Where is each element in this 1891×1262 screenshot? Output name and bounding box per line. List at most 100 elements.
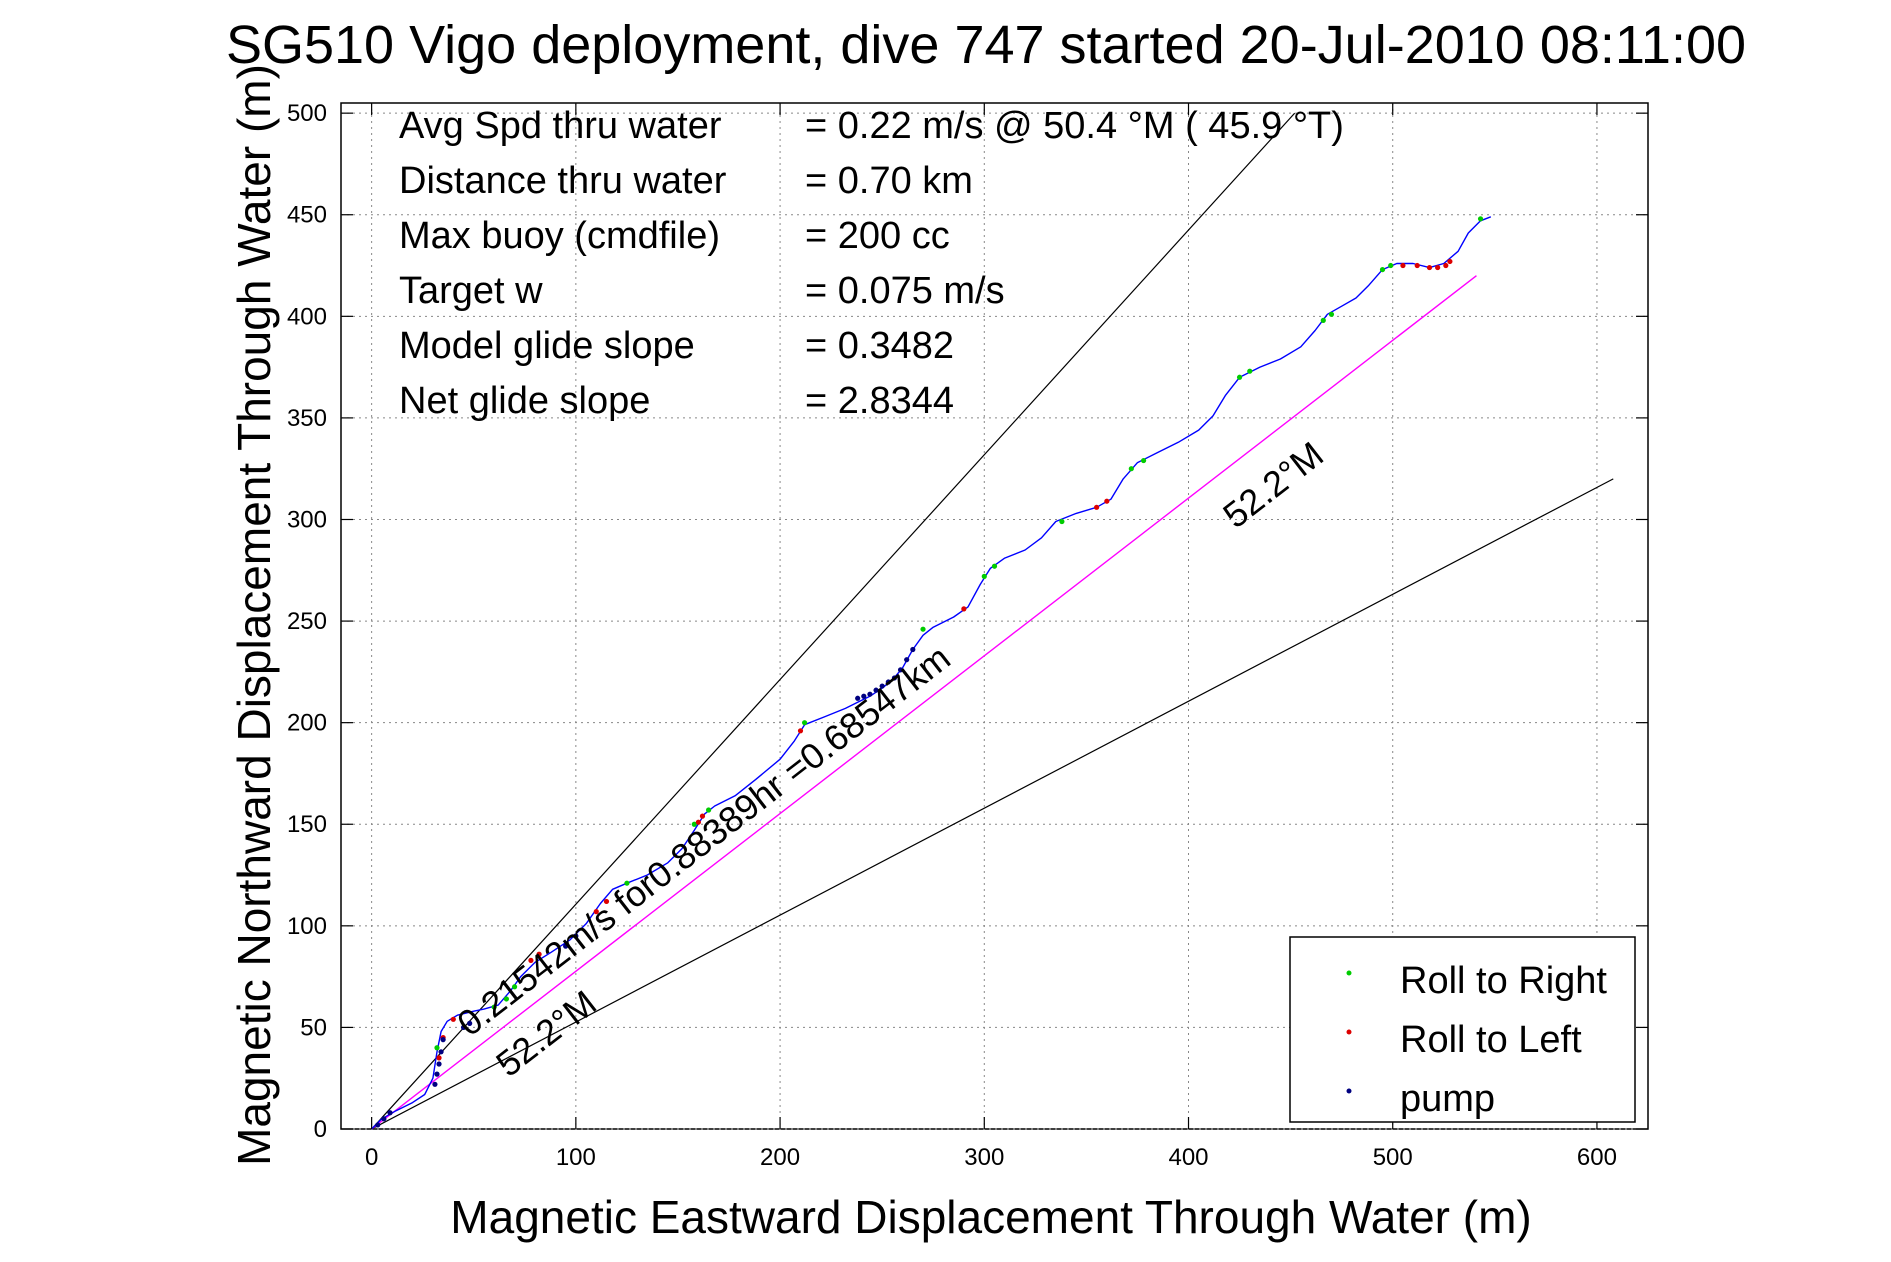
marker-pump [387, 1110, 393, 1116]
marker-roll-to-right [511, 984, 518, 990]
marker-roll-to-right [1128, 466, 1134, 472]
x-tick-label: 500 [1373, 1144, 1413, 1171]
marker-roll-to-left [528, 957, 534, 963]
y-tick-label: 250 [287, 608, 327, 635]
marker-roll-to-left [695, 819, 701, 825]
dive-info-block: Avg Spd thru water = 0.22 m/s @ 50.4 °M … [399, 105, 1344, 422]
y-tick-label: 0 [314, 1116, 327, 1143]
y-tick-label: 350 [287, 405, 327, 432]
legend-label-roll-right: Roll to Right [1400, 960, 1607, 1002]
marker-roll-to-right [1379, 266, 1386, 273]
x-tick-label: 400 [1168, 1144, 1208, 1171]
marker-roll-to-right [434, 1045, 440, 1051]
marker-pump [891, 675, 898, 681]
info-label: Max buoy (cmdfile) [399, 215, 720, 257]
marker-pump [434, 1071, 440, 1077]
marker-roll-to-right [705, 807, 712, 813]
marker-pump [897, 667, 904, 673]
marker-pump [867, 691, 873, 697]
glider-track [371, 216, 1492, 1130]
marker-roll-to-right [1388, 262, 1394, 269]
marker-roll-to-right [801, 720, 808, 726]
marker-roll-to-left [1400, 262, 1406, 269]
marker-pump [436, 1061, 442, 1067]
marker-pump [375, 1122, 381, 1128]
marker-roll-to-right [1328, 311, 1335, 317]
x-axis-label: Magnetic Eastward Displacement Through W… [450, 1191, 1531, 1243]
marker-roll-to-right [624, 880, 630, 886]
marker-roll-to-left [603, 898, 610, 905]
marker-roll-to-right [691, 821, 697, 827]
info-label: Avg Spd thru water [399, 105, 722, 147]
marker-roll-to-right [491, 1004, 497, 1010]
legend-label-pump: pump [1400, 1078, 1495, 1120]
marker-pump [873, 687, 879, 693]
depth-averaged-current [371, 275, 1477, 1130]
marker-roll-to-left [1094, 504, 1100, 510]
marker-roll-to-left [450, 1016, 456, 1022]
y-tick-label: 50 [300, 1014, 327, 1041]
x-tick-label: 100 [556, 1144, 596, 1171]
y-tick-label: 500 [287, 100, 327, 127]
info-label: Net glide slope [399, 380, 650, 422]
y-tick-label: 300 [287, 506, 327, 533]
marker-roll-to-right [1247, 368, 1253, 374]
info-value: = 200 cc [805, 215, 950, 257]
marker-roll-to-left [1447, 258, 1453, 265]
marker-roll-to-right [920, 626, 926, 632]
x-tick-label: 300 [964, 1144, 1004, 1171]
info-value: = 0.075 m/s [805, 270, 1005, 312]
marker-pump [885, 679, 891, 685]
y-axis-label: Magnetic Northward Displacement Through … [228, 64, 280, 1166]
marker-roll-to-left [436, 1055, 442, 1061]
legend-marker-pump [1346, 1088, 1352, 1094]
info-value: = 0.22 m/s @ 50.4 °M ( 45.9 °T) [805, 105, 1344, 147]
info-label: Model glide slope [399, 325, 695, 367]
marker-pump [855, 695, 861, 701]
current-line [371, 275, 1477, 1130]
y-tick-label: 200 [287, 710, 327, 737]
marker-pump [910, 646, 916, 653]
marker-roll-to-left [536, 951, 542, 957]
marker-pump [438, 1049, 444, 1055]
marker-pump [879, 683, 885, 689]
info-value: = 0.70 km [805, 160, 973, 202]
marker-pump [460, 1024, 467, 1031]
marker-pump [432, 1081, 438, 1087]
legend: Roll to Right Roll to Left pump [1289, 936, 1636, 1123]
marker-pump [563, 943, 569, 949]
marker-roll-to-right [1140, 457, 1147, 464]
marker-roll-to-left [1414, 262, 1420, 269]
marker-roll-to-left [1426, 264, 1433, 271]
marker-roll-to-right [1059, 518, 1065, 525]
marker-roll-to-right [1477, 216, 1484, 222]
marker-roll-to-left [797, 728, 804, 734]
y-tick-label: 400 [287, 303, 327, 330]
info-label: Target w [399, 270, 543, 312]
marker-pump [904, 657, 910, 663]
x-tick-label: 600 [1577, 1144, 1617, 1171]
marker-roll-to-right [981, 573, 987, 579]
legend-marker-roll-right [1346, 970, 1352, 976]
marker-roll-to-right [991, 563, 998, 569]
marker-pump [861, 693, 867, 699]
axis-ticks: 0 100 200 300 400 500 600 0 50 100 150 200 250 300 350… [287, 100, 1648, 1171]
reference-lines [371, 112, 1614, 1130]
marker-roll-to-right [1320, 317, 1326, 323]
marker-roll-to-left [961, 606, 967, 612]
y-tick-label: 150 [287, 811, 327, 838]
info-label: Distance thru water [399, 160, 727, 202]
x-tick-label: 200 [760, 1144, 800, 1171]
event-markers [375, 216, 1484, 1128]
marker-roll-to-left [1435, 264, 1441, 271]
grid-layer [341, 103, 1648, 1130]
marker-pump [381, 1116, 387, 1122]
y-tick-label: 100 [287, 913, 327, 940]
marker-roll-to-left [699, 813, 706, 819]
marker-roll-to-left [593, 909, 599, 915]
marker-roll-to-left [1104, 498, 1110, 504]
info-value: = 2.8344 [805, 380, 954, 422]
marker-roll-to-right [503, 996, 510, 1002]
marker-pump [467, 1020, 473, 1026]
reference-line [371, 478, 1614, 1130]
